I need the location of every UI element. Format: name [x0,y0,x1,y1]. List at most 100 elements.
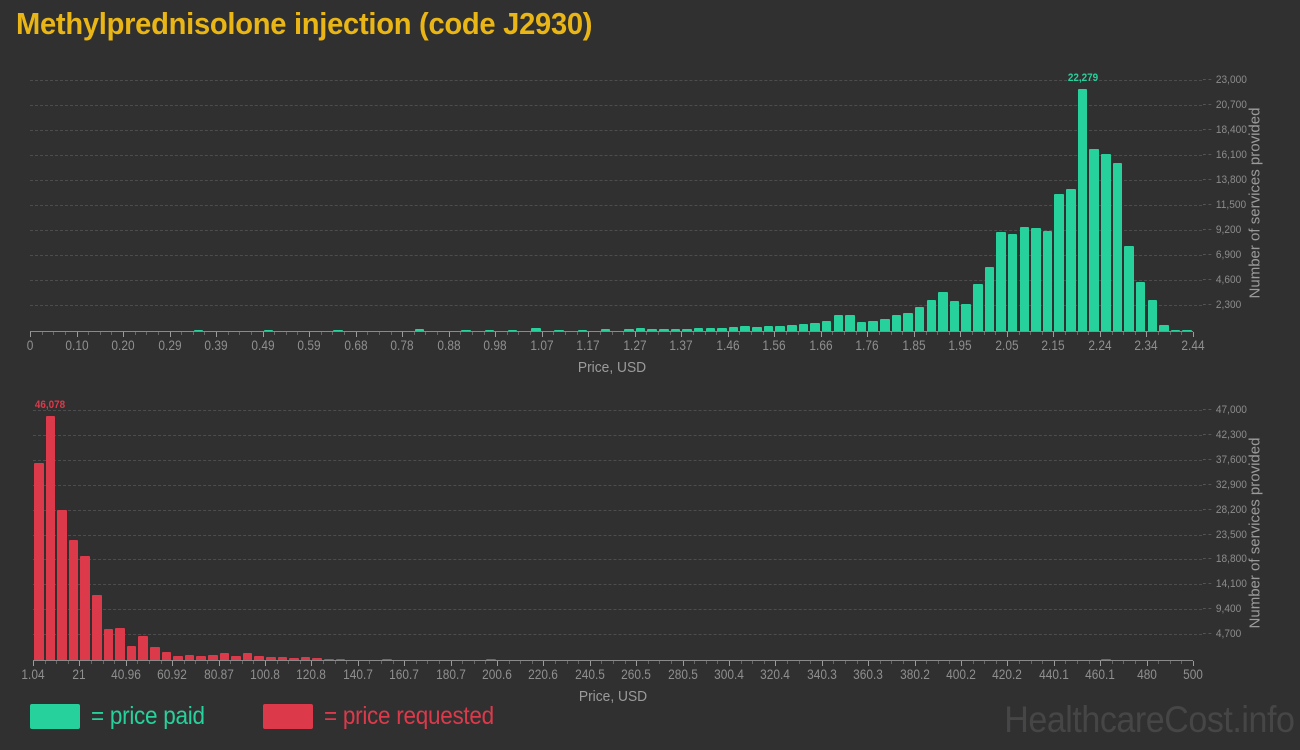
minor-tick [1158,661,1160,664]
x-tick-label: 260.5 [621,667,652,682]
major-tick [1193,661,1194,666]
minor-tick [1111,661,1113,664]
legend-label-price-paid: = price paid [91,702,205,730]
histogram-bar [868,321,878,331]
x-tick-label: 0.29 [157,338,182,353]
minor-tick [195,661,197,664]
x-tick-label: 60.92 [157,667,188,682]
minor-tick [564,332,566,335]
x-tick-label: 320.4 [760,667,791,682]
histogram-bar [1147,300,1158,331]
minor-tick [230,661,232,664]
histogram-bar [1124,245,1134,331]
minor-tick [739,332,741,335]
minor-tick [1065,332,1067,335]
minor-tick [1019,661,1020,664]
major-tick [681,332,683,337]
major-tick [1053,332,1055,337]
minor-tick [114,661,116,664]
histogram-bar [300,657,311,660]
minor-tick [1169,332,1171,335]
histogram-bar [1101,153,1111,331]
minor-tick [239,332,241,335]
minor-tick [1030,661,1032,664]
histogram-bar [740,326,750,331]
histogram-bar [382,659,392,660]
x-tick-label: 2.15 [1041,338,1066,353]
major-tick [357,661,359,666]
minor-tick [646,332,648,335]
gridline [33,434,1202,436]
minor-tick [752,661,754,664]
minor-tick [297,332,299,335]
minor-tick [134,332,136,335]
major-tick [33,661,34,666]
minor-tick [694,661,696,664]
minor-tick [984,661,986,664]
major-tick [914,661,916,666]
minor-tick [1158,332,1160,335]
major-tick [309,332,311,337]
histogram-bar [1042,231,1053,331]
histogram-bar [219,652,230,660]
histogram-bar [763,326,774,331]
x-tick-label: 0.68 [344,338,368,353]
x-tick-label: 460.1 [1085,667,1116,682]
x-tick-label: 2.34 [1134,338,1159,353]
minor-tick [995,332,997,335]
peak-value-label: 46,078 [35,398,66,411]
histogram-bar [670,329,681,331]
minor-tick [926,661,928,664]
minor-tick [576,332,578,335]
histogram-bar [798,323,809,331]
minor-tick [995,661,997,664]
major-tick [543,661,545,666]
histogram-bar [926,300,937,331]
y-tick-label: 2,300 [1203,299,1241,311]
minor-tick [763,661,765,664]
histogram-bar [1170,329,1181,331]
histogram-bar [231,656,241,660]
minor-tick [285,332,287,335]
minor-tick [518,332,520,335]
legend-swatch-price-requested [263,704,314,729]
minor-tick [207,661,208,664]
histogram-bar [126,645,137,660]
major-tick [265,661,266,666]
y-tick-label: 18,800 [1203,553,1247,565]
minor-tick [903,661,904,664]
histogram-bar [335,659,346,660]
y-tick-label: 37,600 [1203,454,1247,466]
minor-tick [425,332,427,335]
gridline [30,155,1202,156]
y-tick-label: 4,700 [1203,628,1241,640]
x-tick-label: 1.76 [855,338,879,353]
gridline [33,634,1202,636]
x-tick-label: 500 [1183,667,1203,682]
watermark: HealthcareCost.info [1003,699,1295,740]
minor-tick [378,332,380,335]
major-tick [541,332,543,337]
x-tick-label: 2.05 [995,338,1019,353]
major-tick [125,661,127,666]
x-axis-title-price-requested: Price, USD [578,688,648,705]
minor-tick [717,661,719,664]
x-tick-label: 0.10 [64,338,89,353]
histogram-bar [461,329,471,331]
histogram-bar [786,325,797,331]
histogram-bar [196,656,206,660]
plot-area-price-requested: 46,078 [33,399,1202,660]
major-tick [218,661,220,666]
minor-tick [381,661,382,664]
major-tick [729,661,730,666]
minor-tick [462,661,464,664]
histogram-bar [752,327,762,331]
minor-tick [146,332,148,335]
histogram-bar [938,292,948,331]
minor-tick [669,332,671,335]
y-axis-title-price-paid: Number of services provided [1246,107,1264,299]
x-tick-label: 2.24 [1088,338,1112,353]
histogram-bar [1089,149,1099,331]
minor-tick [878,332,880,335]
gridline [30,105,1202,106]
